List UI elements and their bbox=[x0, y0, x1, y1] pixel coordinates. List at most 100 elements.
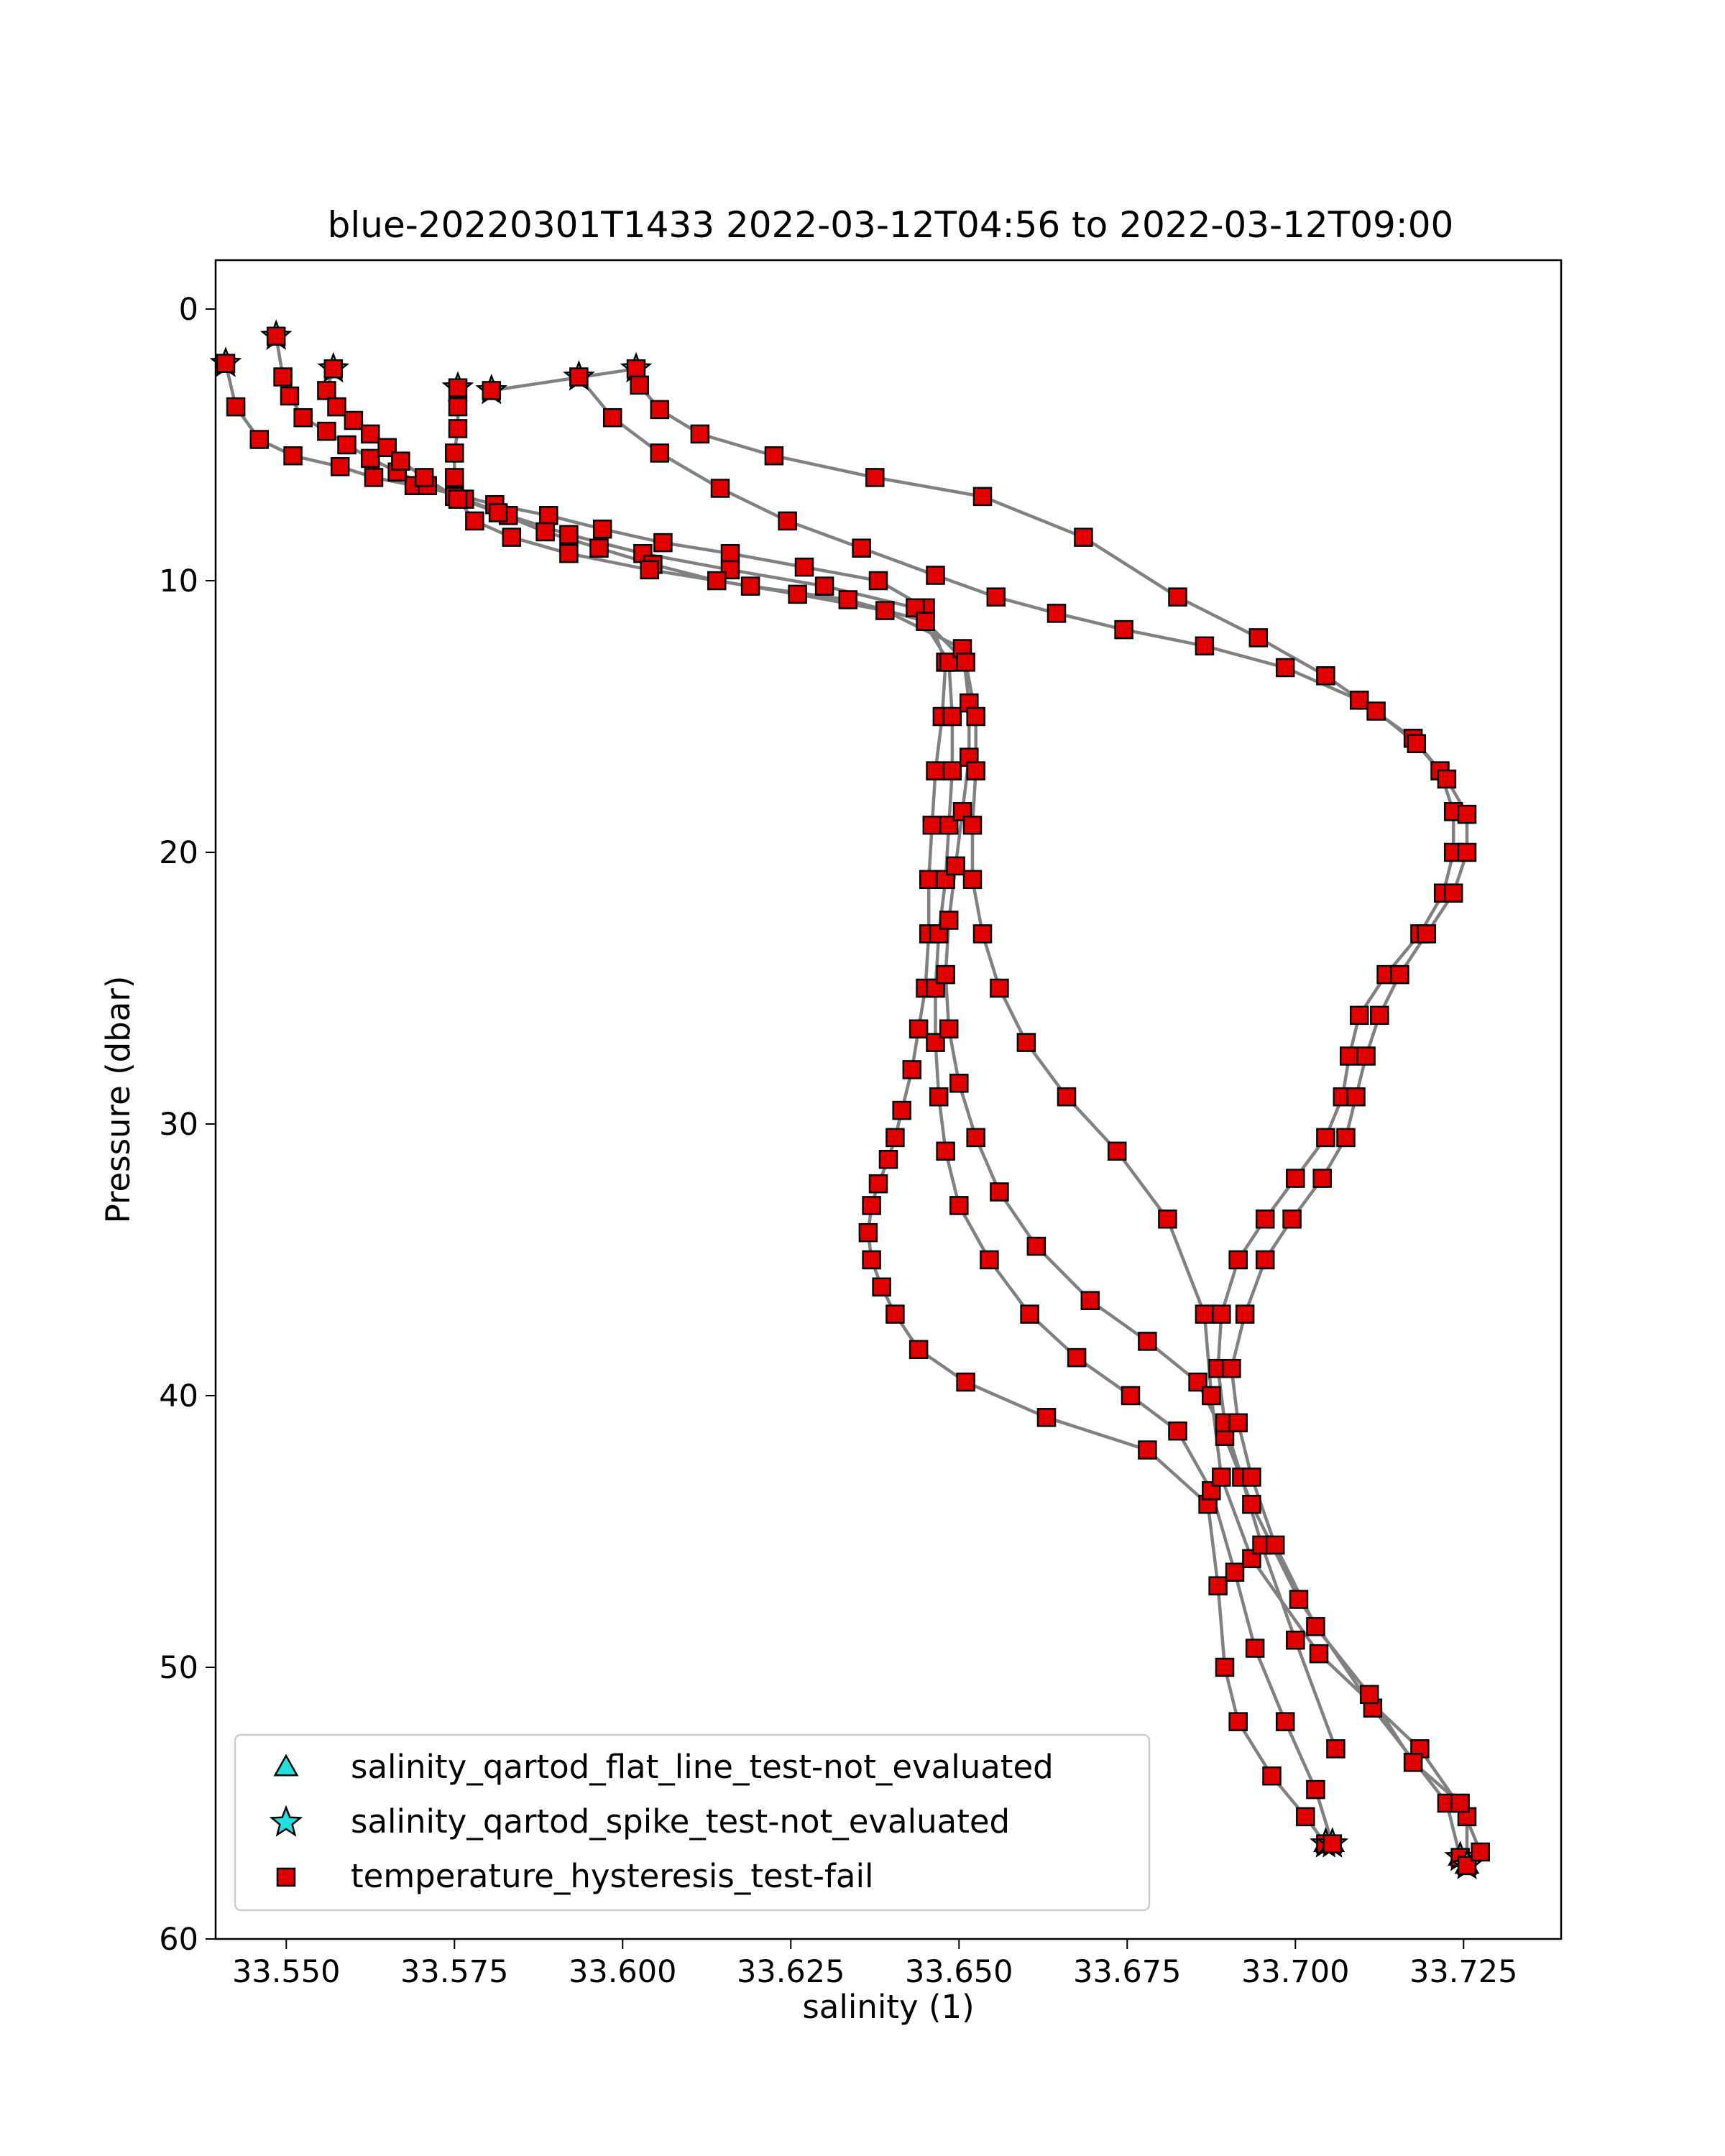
hysteresis-fail-marker bbox=[902, 1060, 922, 1079]
y-axis-label: Pressure (dbar) bbox=[99, 976, 137, 1224]
hysteresis-fail-marker bbox=[1289, 1590, 1309, 1609]
hysteresis-fail-marker bbox=[559, 543, 579, 563]
hysteresis-fail-marker bbox=[653, 533, 673, 553]
hysteresis-fail-marker bbox=[327, 397, 346, 417]
hysteresis-fail-marker bbox=[922, 815, 942, 835]
hysteresis-fail-marker bbox=[1306, 1617, 1325, 1636]
plot-frame bbox=[214, 259, 1563, 1940]
hysteresis-fail-marker bbox=[892, 1100, 911, 1120]
hysteresis-fail-marker bbox=[710, 479, 730, 498]
hysteresis-fail-marker bbox=[1349, 691, 1369, 710]
hysteresis-fail-marker bbox=[630, 375, 649, 395]
x-axis-label: salinity (1) bbox=[802, 1988, 974, 2026]
hysteresis-fail-marker bbox=[535, 522, 555, 542]
legend-square-icon bbox=[276, 1867, 296, 1887]
x-tick-label: 33.575 bbox=[400, 1954, 508, 1990]
hysteresis-fail-marker bbox=[1195, 636, 1215, 656]
hysteresis-fail-marker bbox=[1437, 769, 1457, 789]
hysteresis-fail-marker bbox=[1349, 1005, 1369, 1026]
hysteresis-fail-marker bbox=[317, 421, 336, 441]
hysteresis-fail-marker bbox=[1242, 1494, 1261, 1514]
hysteresis-fail-marker bbox=[482, 381, 502, 400]
hysteresis-fail-marker bbox=[990, 978, 1009, 998]
legend-markers bbox=[269, 1754, 303, 1887]
hysteresis-fail-marker bbox=[1016, 1033, 1036, 1052]
hysteresis-fail-marker bbox=[956, 653, 975, 672]
hysteresis-fail-marker bbox=[972, 487, 993, 507]
y-tick-label: 0 bbox=[179, 292, 198, 328]
hysteresis-fail-marker bbox=[942, 706, 962, 727]
hysteresis-fail-marker bbox=[273, 367, 293, 387]
hysteresis-fail-marker bbox=[1265, 1535, 1285, 1555]
hysteresis-fail-marker bbox=[1228, 1712, 1248, 1731]
hysteresis-fail-marker bbox=[1067, 1348, 1087, 1368]
hysteresis-fail-marker bbox=[852, 538, 871, 558]
hysteresis-fail-marker bbox=[364, 468, 384, 487]
hysteresis-fail-marker bbox=[980, 1250, 999, 1270]
hysteresis-fail-marker bbox=[266, 326, 286, 346]
legend-star-icon bbox=[269, 1805, 303, 1837]
hysteresis-fail-marker bbox=[1316, 666, 1335, 686]
hysteresis-fail-marker bbox=[445, 443, 464, 463]
hysteresis-fail-marker bbox=[1336, 1128, 1356, 1148]
y-tick-label: 10 bbox=[159, 563, 198, 599]
hysteresis-fail-marker bbox=[878, 1149, 898, 1169]
hysteresis-fail-marker bbox=[1346, 1087, 1366, 1107]
hysteresis-fail-marker bbox=[966, 1128, 985, 1148]
hysteresis-fail-marker bbox=[1138, 1440, 1157, 1460]
hysteresis-fail-marker bbox=[1138, 1332, 1157, 1351]
hysteresis-fail-marker bbox=[330, 457, 350, 476]
x-tick-label: 33.625 bbox=[737, 1954, 845, 1990]
hysteresis-fail-marker bbox=[1074, 528, 1093, 547]
hysteresis-fail-marker bbox=[1036, 1408, 1057, 1427]
hysteresis-fail-marker bbox=[1020, 1304, 1039, 1324]
hysteresis-fail-marker bbox=[1370, 1005, 1389, 1026]
hysteresis-fail-marker bbox=[865, 468, 885, 487]
hysteresis-fail-marker bbox=[949, 1074, 969, 1093]
hysteresis-fail-marker bbox=[1208, 1576, 1228, 1595]
hysteresis-fail-marker bbox=[872, 1277, 891, 1297]
hysteresis-fail-marker bbox=[1275, 658, 1295, 678]
hysteresis-fail-marker bbox=[838, 590, 858, 609]
hysteresis-fail-marker bbox=[1471, 1842, 1490, 1862]
hysteresis-fail-marker bbox=[1215, 1657, 1235, 1677]
x-tick-label: 33.675 bbox=[1073, 1954, 1181, 1990]
x-tick-label: 33.650 bbox=[905, 1954, 1013, 1990]
hysteresis-fail-marker bbox=[1457, 804, 1477, 824]
hysteresis-fail-marker bbox=[344, 410, 364, 430]
hysteresis-fail-marker bbox=[794, 557, 814, 577]
hysteresis-fail-marker bbox=[640, 560, 659, 580]
hysteresis-fail-marker bbox=[926, 761, 945, 780]
hysteresis-fail-marker bbox=[465, 511, 484, 531]
hysteresis-fail-marker bbox=[1235, 1304, 1255, 1324]
hysteresis-fail-marker bbox=[986, 587, 1006, 607]
hysteresis-fail-marker bbox=[962, 815, 983, 835]
hysteresis-fail-marker bbox=[707, 571, 727, 591]
hysteresis-fail-marker bbox=[216, 354, 236, 373]
legend: salinity_qartod_flat_line_test-not_evalu… bbox=[234, 1733, 1151, 1912]
hysteresis-fail-marker bbox=[1359, 1685, 1379, 1705]
legend-frame bbox=[234, 1733, 1151, 1912]
hysteresis-fail-marker bbox=[929, 1087, 949, 1107]
hysteresis-fail-marker bbox=[1275, 1712, 1295, 1731]
hysteresis-fail-marker bbox=[1121, 1386, 1141, 1406]
hysteresis-fail-marker bbox=[1212, 1304, 1231, 1324]
x-tick-label: 33.600 bbox=[569, 1954, 676, 1990]
hysteresis-fail-marker bbox=[414, 468, 434, 487]
hysteresis-fail-marker bbox=[868, 1174, 888, 1194]
y-tick-label: 60 bbox=[159, 1922, 198, 1958]
hysteresis-fail-marker bbox=[502, 528, 522, 547]
hysteresis-fail-marker bbox=[592, 519, 612, 539]
hysteresis-fail-marker bbox=[1114, 619, 1133, 640]
legend-triangle-icon bbox=[273, 1754, 299, 1777]
hysteresis-fail-marker bbox=[1228, 1250, 1248, 1270]
hysteresis-fail-marker bbox=[589, 538, 609, 558]
hysteresis-fail-marker bbox=[1309, 1644, 1329, 1664]
hysteresis-fail-marker bbox=[1316, 1128, 1335, 1148]
data-markers bbox=[209, 319, 1490, 1879]
hysteresis-fail-marker bbox=[361, 448, 380, 469]
hysteresis-fail-marker bbox=[919, 870, 939, 890]
chart-title: blue-20220301T1433 2022-03-12T04:56 to 2… bbox=[328, 204, 1454, 246]
hysteresis-fail-marker bbox=[886, 1304, 905, 1324]
